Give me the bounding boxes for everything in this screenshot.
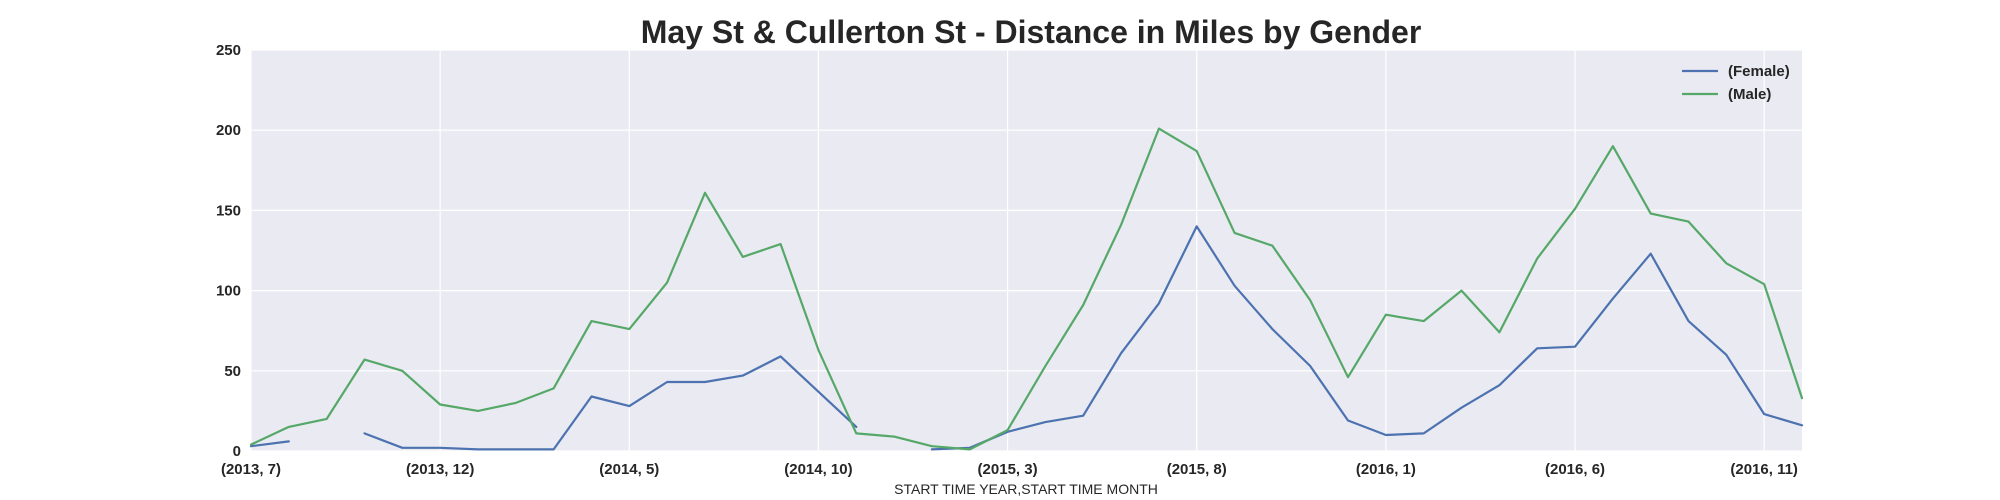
- x-tick-label: (2015, 8): [1167, 461, 1227, 478]
- y-tick-label: 50: [224, 363, 241, 380]
- chart-title: May St & Cullerton St - Distance in Mile…: [641, 14, 1422, 50]
- x-tick-label: (2014, 5): [599, 461, 659, 478]
- y-tick-label: 200: [216, 122, 241, 139]
- y-tick-label: 250: [216, 42, 241, 59]
- legend-label: (Female): [1728, 63, 1790, 80]
- x-tick-label: (2013, 7): [221, 461, 281, 478]
- y-tick-label: 0: [233, 443, 241, 460]
- y-tick-label: 150: [216, 202, 241, 219]
- grid: [250, 49, 1802, 452]
- x-tick-label: (2014, 10): [784, 461, 852, 478]
- x-tick-label: (2015, 3): [978, 461, 1038, 478]
- legend-label: (Male): [1728, 86, 1771, 103]
- x-tick-label: (2016, 11): [1730, 461, 1798, 478]
- y-tick-label: 100: [216, 283, 241, 300]
- legend: (Female) (Male): [1682, 63, 1790, 103]
- series-lines: [249, 127, 1804, 451]
- series-line-male: [249, 127, 1804, 451]
- y-axis-ticks: 0 50 100 150 200 250: [216, 42, 241, 460]
- x-axis-label: START TIME YEAR,START TIME MONTH: [894, 481, 1158, 497]
- x-tick-label: (2016, 1): [1356, 461, 1416, 478]
- series-line-female: [249, 225, 1804, 451]
- x-tick-label: (2016, 6): [1545, 461, 1605, 478]
- x-axis-ticks: (2013, 7) (2013, 12) (2014, 5) (2014, 10) (2…: [221, 461, 1798, 478]
- x-tick-label: (2013, 12): [406, 461, 474, 478]
- plot-area: [251, 50, 1802, 451]
